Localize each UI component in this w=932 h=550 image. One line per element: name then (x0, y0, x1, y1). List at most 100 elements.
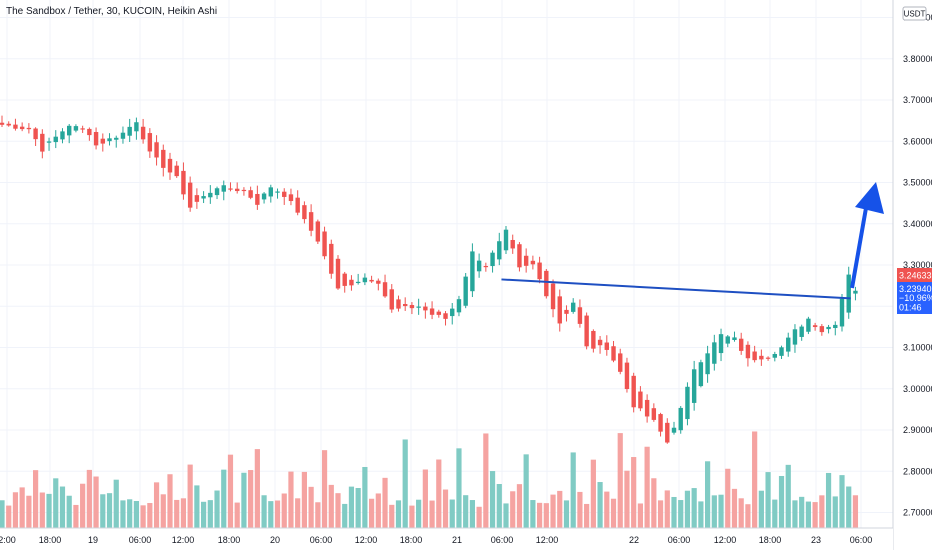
candle-body (429, 308, 435, 315)
volume-bar (852, 495, 859, 528)
candle-body (6, 123, 11, 126)
candle-body (241, 189, 247, 192)
candle-body (497, 241, 502, 260)
candle-body (833, 324, 838, 329)
price-tick-label: 2.70000 (903, 508, 932, 518)
candle-body (201, 196, 206, 199)
candle-body (221, 185, 226, 192)
candle-body (33, 128, 38, 140)
volume-bar (241, 472, 247, 528)
volume-bar (705, 461, 711, 528)
volume-bar (33, 470, 39, 528)
volume-bar (657, 500, 664, 528)
candle-body (537, 262, 542, 280)
plot-background[interactable] (0, 0, 893, 528)
candle-body (651, 408, 657, 420)
volume-bar (207, 500, 213, 528)
volume-bars (0, 431, 859, 528)
time-axis-background[interactable] (0, 528, 893, 550)
volume-bar (839, 475, 845, 528)
volume-bar (66, 495, 72, 528)
time-axis[interactable]: 2:00 18:00 19 06:00 12:00 18:00 20 06:00 12:00 18… (0, 527, 893, 550)
volume-bar (463, 495, 469, 528)
trendline[interactable] (501, 278, 851, 300)
volume-bar (19, 487, 25, 528)
last-price-tag: 3.24633 (897, 268, 932, 282)
volume-bar (678, 500, 684, 528)
volume-bar (274, 500, 281, 528)
volume-bar (187, 464, 193, 528)
candle-body (819, 326, 825, 333)
volume-bar (402, 439, 408, 528)
volume-bar (254, 449, 260, 528)
up-arrow-icon[interactable] (855, 182, 884, 214)
candle-body (329, 243, 334, 274)
price-tick-label: 3.50000 (903, 178, 932, 188)
volume-bar (194, 485, 200, 528)
currency-unit-badge[interactable]: USDT (902, 6, 927, 21)
time-tick-label: 06:00 (491, 535, 514, 545)
candle-body (248, 190, 253, 198)
candle-body (544, 270, 549, 297)
volume-bar (765, 472, 771, 528)
price-tick-label: 2.80000 (903, 466, 932, 476)
arrow-shaft[interactable] (850, 207, 868, 289)
volume-bar (516, 484, 523, 528)
volume-bar (0, 500, 5, 528)
candle-body (26, 127, 32, 130)
time-tick-label: 12:00 (355, 535, 378, 545)
volume-bar (436, 459, 442, 528)
volume-bar (369, 498, 375, 528)
candle-body (416, 306, 421, 308)
candle-body (80, 128, 85, 130)
time-tick-label: 22 (629, 535, 639, 545)
candle-body (73, 126, 79, 131)
volume-bar (80, 483, 86, 528)
volume-bar (476, 506, 482, 528)
candle-body (208, 192, 213, 198)
volume-bar (315, 502, 321, 528)
volume-bar (395, 500, 402, 528)
candle-body (812, 325, 818, 328)
candle-body (739, 338, 744, 351)
candle-body (725, 336, 730, 344)
candle-body (349, 279, 354, 286)
candle-body (369, 279, 374, 282)
volume-bar (120, 500, 126, 528)
price-tick-label: 3.10000 (903, 343, 932, 353)
volume-bar (382, 477, 388, 528)
plot-area[interactable] (0, 0, 893, 528)
time-tick-label: 06:00 (668, 535, 691, 545)
volume-bar (26, 495, 32, 528)
volume-bar (53, 478, 59, 528)
volume-bar (227, 454, 234, 528)
volume-bar (140, 505, 146, 528)
candle-body (403, 304, 408, 307)
candle-body (712, 342, 717, 364)
candle-body (46, 141, 52, 143)
candle-body (665, 422, 670, 443)
price-tick-label: 3.80000 (903, 54, 932, 64)
candle-body (19, 126, 25, 130)
candle-body (671, 427, 677, 433)
volume-bar (718, 494, 724, 528)
candle-body (752, 351, 757, 361)
candle-body (510, 239, 515, 249)
volume-bar (664, 490, 670, 528)
candle-body (120, 132, 126, 139)
price-tick-label: 3.70000 (903, 95, 932, 105)
drawings[interactable] (501, 182, 884, 300)
volume-bar (288, 471, 294, 528)
volume-bar (308, 486, 314, 528)
candle-body (732, 337, 737, 340)
volume-bar (106, 493, 113, 528)
price-tick-label: 2.90000 (903, 425, 932, 435)
candle-body (174, 165, 179, 177)
candle-body (322, 231, 327, 257)
candle-body (503, 229, 509, 251)
candle-body (214, 188, 220, 196)
candle-body (557, 296, 562, 324)
volume-bar (483, 433, 489, 528)
volume-bar (201, 501, 207, 528)
